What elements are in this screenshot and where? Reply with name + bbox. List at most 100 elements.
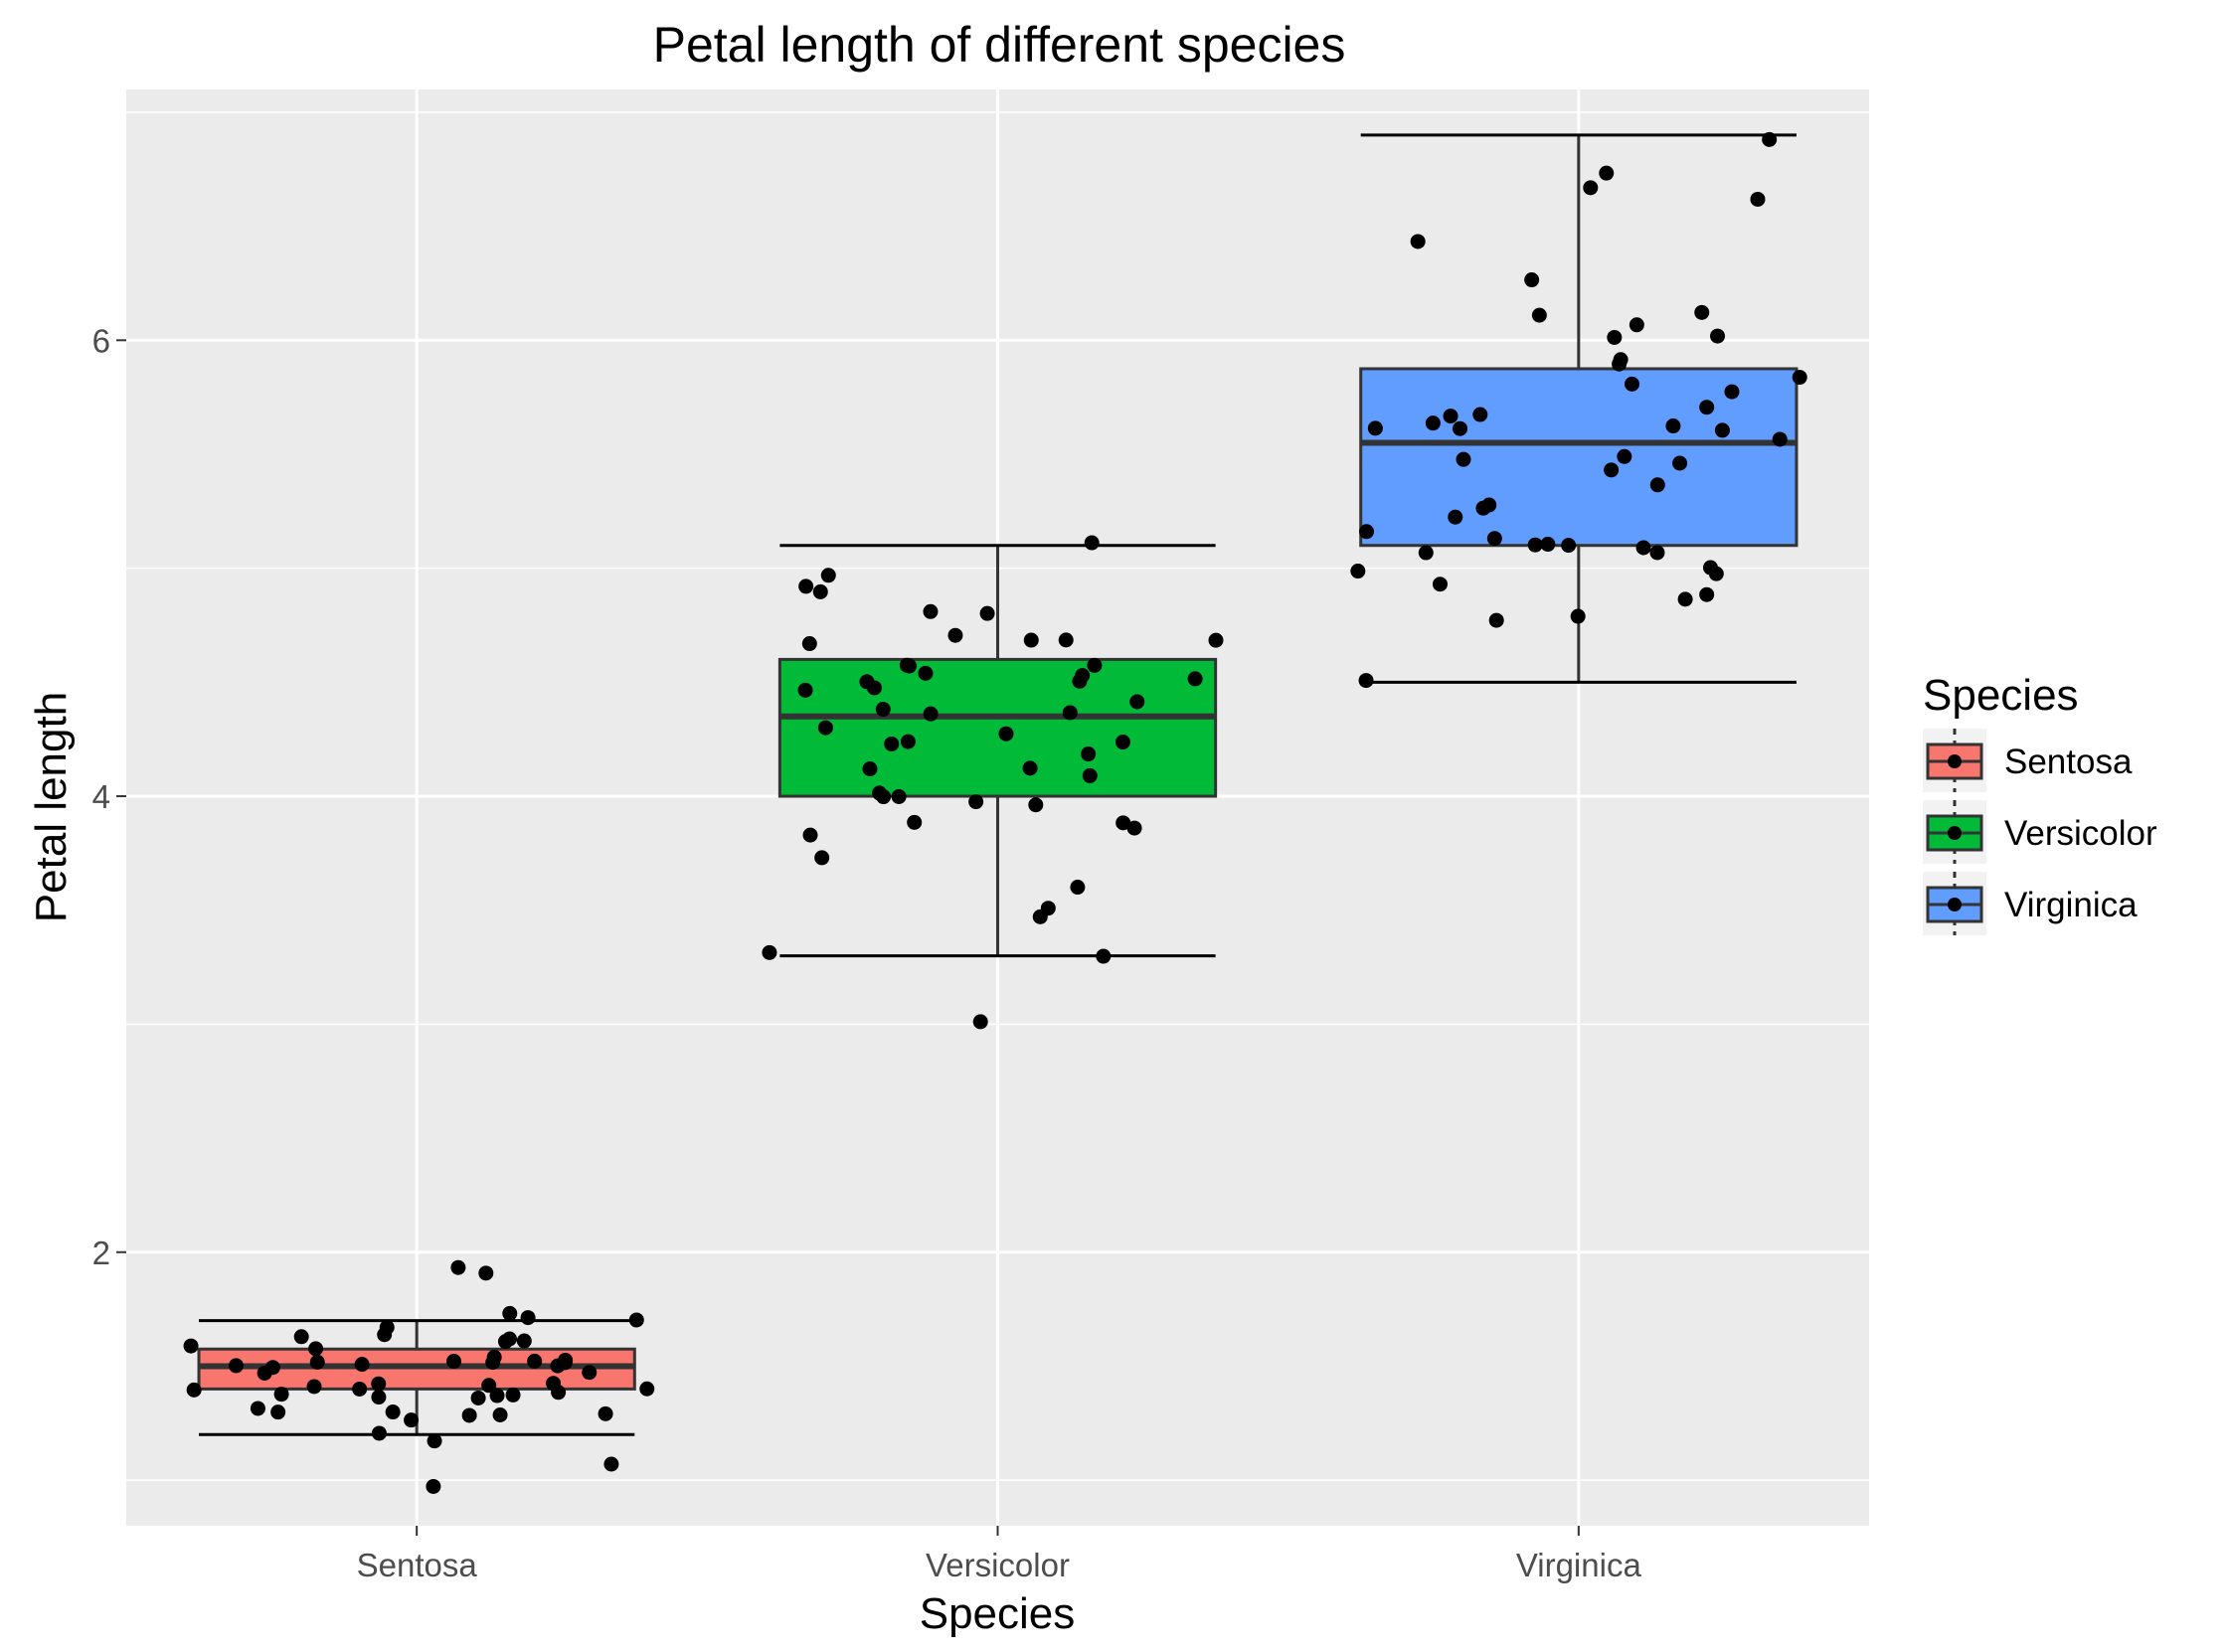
- data-point: [923, 603, 939, 619]
- data-point: [762, 944, 777, 960]
- data-point: [1672, 455, 1688, 471]
- data-point: [1561, 538, 1577, 554]
- data-point: [1448, 509, 1463, 525]
- data-point: [1531, 307, 1547, 323]
- data-point: [582, 1365, 598, 1381]
- data-point: [862, 760, 878, 776]
- chart-title: Petal length of different species: [653, 17, 1346, 73]
- data-point: [1472, 407, 1488, 422]
- data-point: [797, 682, 813, 698]
- y-tick-label: 4: [92, 778, 110, 815]
- data-point: [426, 1478, 441, 1494]
- legend-label: Sentosa: [2004, 743, 2133, 781]
- data-point: [859, 674, 875, 690]
- data-point: [1677, 591, 1693, 607]
- data-point: [947, 627, 963, 643]
- data-point: [1792, 370, 1807, 386]
- data-point: [1081, 746, 1097, 762]
- legend-entry-virginica: Virginica: [1923, 872, 2138, 935]
- data-point: [470, 1390, 486, 1405]
- data-point: [1456, 451, 1471, 467]
- data-point: [639, 1381, 655, 1397]
- y-axis: 2 4 6: [92, 322, 126, 1271]
- data-point: [1540, 537, 1556, 553]
- box: [777, 657, 1218, 798]
- data-point: [1028, 797, 1044, 813]
- data-point: [1714, 422, 1730, 438]
- data-point: [1649, 477, 1665, 493]
- x-axis-title: Species: [920, 1589, 1076, 1638]
- data-point: [1115, 735, 1130, 750]
- data-point: [371, 1425, 387, 1441]
- data-point: [1486, 531, 1502, 547]
- data-point: [461, 1407, 477, 1423]
- data-point: [502, 1331, 518, 1347]
- data-point: [186, 1382, 202, 1398]
- legend-key-point: [1948, 898, 1962, 911]
- data-point: [812, 583, 828, 599]
- data-point: [1665, 418, 1681, 434]
- data-point: [1359, 524, 1375, 540]
- data-point: [1070, 880, 1086, 896]
- data-point: [1635, 540, 1651, 556]
- data-point: [899, 657, 915, 673]
- data-point: [502, 1305, 518, 1321]
- data-point: [1187, 671, 1203, 687]
- data-point: [1022, 760, 1038, 776]
- data-point: [900, 734, 916, 749]
- data-point: [250, 1401, 265, 1416]
- data-point: [918, 665, 934, 681]
- data-point: [1762, 131, 1778, 147]
- data-point: [1432, 577, 1448, 592]
- data-point: [516, 1333, 532, 1349]
- data-point: [884, 736, 900, 751]
- data-point: [371, 1390, 387, 1405]
- legend-entries: Sentosa Versicolor Virginica: [1923, 729, 2157, 935]
- data-point: [1453, 420, 1468, 436]
- data-point: [1617, 448, 1632, 464]
- data-point: [1087, 657, 1103, 673]
- data-point: [1570, 608, 1586, 624]
- data-point: [352, 1381, 368, 1397]
- x-tick-label: Versicolor: [926, 1547, 1070, 1583]
- data-point: [1096, 948, 1112, 964]
- data-point: [306, 1379, 322, 1395]
- data-point: [527, 1353, 543, 1369]
- data-point: [1115, 815, 1131, 831]
- data-point: [1694, 304, 1710, 320]
- jitter-points: [183, 131, 1807, 1494]
- boxplot-virginica: [1359, 133, 1799, 684]
- data-point: [308, 1341, 324, 1357]
- legend-entry-sentosa: Sentosa: [1923, 729, 2133, 792]
- data-point: [923, 706, 939, 722]
- legend-title: Species: [1923, 671, 2079, 720]
- data-point: [1750, 191, 1766, 207]
- data-point: [1583, 180, 1599, 196]
- boxplot-versicolor: [777, 544, 1218, 958]
- data-point: [1040, 901, 1056, 916]
- data-point: [551, 1385, 567, 1401]
- data-point: [875, 702, 891, 718]
- data-point: [968, 794, 984, 810]
- data-point: [485, 1355, 501, 1371]
- legend-key-point: [1948, 826, 1962, 840]
- data-point: [1649, 545, 1665, 561]
- data-point: [293, 1329, 309, 1345]
- data-point: [598, 1405, 613, 1421]
- data-point: [1126, 820, 1142, 836]
- data-point: [603, 1456, 619, 1472]
- data-point: [371, 1376, 387, 1392]
- x-tick-label: Virginica: [1516, 1547, 1642, 1583]
- legend: Species Sentosa Versicolor Virginica: [1923, 671, 2157, 935]
- data-point: [972, 1014, 988, 1030]
- data-point: [404, 1412, 420, 1428]
- data-point: [354, 1357, 370, 1373]
- data-point: [1481, 497, 1497, 513]
- data-point: [802, 827, 818, 843]
- data-point: [1625, 376, 1640, 392]
- data-point: [1699, 400, 1715, 415]
- data-point: [481, 1378, 497, 1394]
- y-tick-label: 6: [92, 322, 110, 359]
- data-point: [1708, 566, 1724, 581]
